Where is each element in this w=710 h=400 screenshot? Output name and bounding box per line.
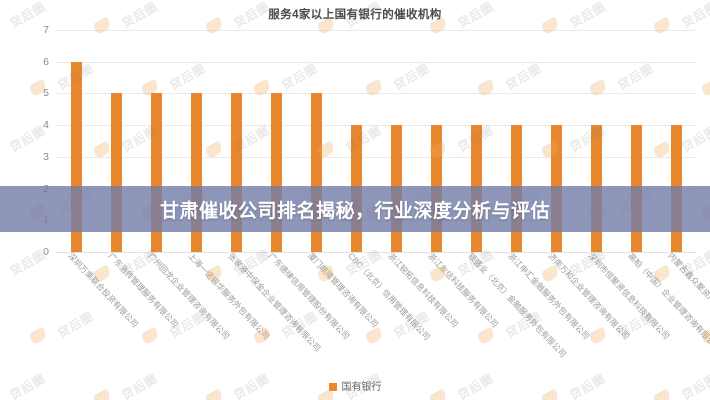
- chart-title: 服务4家以上国有银行的催收机构: [268, 9, 442, 21]
- gridline-0: 0: [43, 247, 696, 257]
- y-axis-tick-0: 0: [43, 245, 49, 258]
- y-axis-tick-5: 5: [43, 87, 49, 100]
- bar: [70, 61, 82, 252]
- gridline-4: 4: [43, 120, 696, 130]
- y-axis-tick-6: 6: [43, 55, 49, 68]
- gridline-5: 5: [43, 88, 696, 98]
- legend-label: 国有银行: [341, 382, 382, 393]
- x-axis-label: 广东浩传管理服务有限公司: [106, 251, 180, 330]
- x-axis-label: 浙江友信科技服务有限公司: [426, 251, 500, 330]
- x-axis-label: 深圳市恒聚贤信息科技有限公司: [586, 251, 671, 342]
- x-axis-label: 厦门鼎隆管理咨询有限公司: [306, 251, 380, 330]
- bar: [310, 93, 322, 252]
- x-axis-label: 广东德律信用管理股份有限公司: [266, 251, 351, 342]
- bar: [190, 93, 202, 252]
- x-axis-label: 深圳万乘联合投资有限公司: [66, 251, 140, 330]
- overlay-banner: 甘肃催收公司排名揭秘，行业深度分析与评估: [0, 186, 710, 232]
- overlay-banner-text: 甘肃催收公司排名揭秘，行业深度分析与评估: [159, 200, 550, 222]
- bar: [110, 93, 122, 252]
- y-axis-tick-7: 7: [43, 23, 49, 36]
- chart-legend: 国有银行: [0, 378, 710, 393]
- bar: [270, 93, 282, 252]
- gridline-6: 6: [43, 56, 696, 66]
- y-axis-tick-3: 3: [43, 150, 49, 163]
- bar: [230, 93, 242, 252]
- x-axis-label: 广州回龙企业管理咨询有限公司: [146, 251, 231, 342]
- watermark-diamond-icon: [29, 326, 47, 346]
- gridline-3: 3: [43, 152, 696, 162]
- watermark-diamond-icon: [701, 78, 710, 98]
- legend-swatch-icon: [328, 383, 337, 391]
- bar: [150, 93, 162, 252]
- x-axis-label: 浙江锐拓信息科技有限公司: [386, 251, 460, 330]
- gridline-7: 7: [43, 25, 696, 35]
- x-axis-labels: 深圳万乘联合投资有限公司 广东浩传管理服务有限公司 广州回龙企业管理咨询有限公司 上海…: [56, 251, 710, 372]
- x-axis-label: CBC（北京）信用管理有限公司: [346, 251, 432, 342]
- x-axis-label: 上海一诺银华服务外包有限公司: [186, 251, 271, 342]
- x-axis-label: 济南万和企业管理咨询有限公司: [546, 251, 631, 342]
- y-axis-tick-4: 4: [43, 118, 49, 131]
- x-axis-label: 浙江申汇金融服务外包有限公司: [506, 251, 591, 342]
